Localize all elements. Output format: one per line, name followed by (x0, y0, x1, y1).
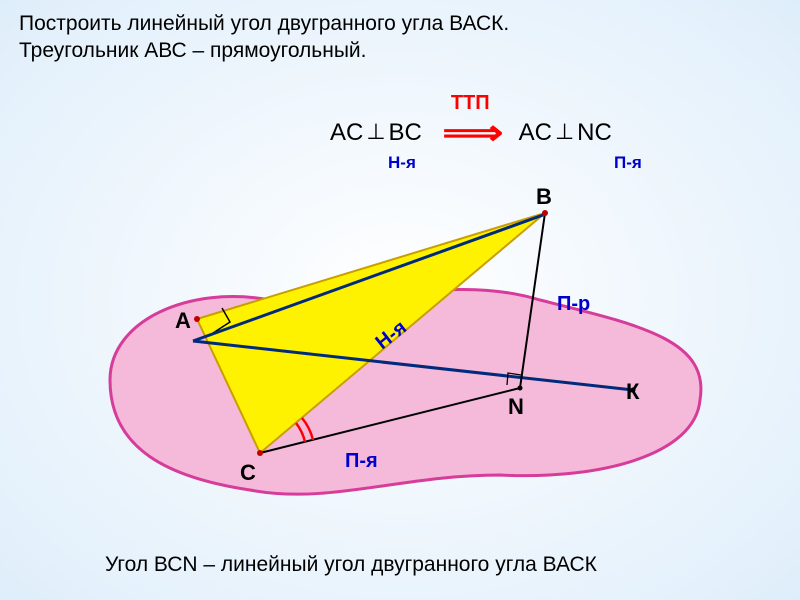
dot-c (257, 450, 263, 456)
label-k: К (626, 379, 639, 405)
label-b: В (536, 184, 552, 210)
dot-a (194, 316, 200, 322)
geometry-diagram: Н-я (0, 0, 800, 600)
conclusion: Угол ВСN – линейный угол двугранного угл… (105, 553, 597, 577)
label-n: N (508, 394, 524, 420)
label-pr: П-р (557, 293, 590, 316)
label-pya-cn: П-я (345, 450, 378, 473)
label-a: A (175, 308, 191, 334)
label-c: C (240, 460, 256, 486)
dot-n (518, 386, 523, 391)
dot-b (542, 210, 548, 216)
